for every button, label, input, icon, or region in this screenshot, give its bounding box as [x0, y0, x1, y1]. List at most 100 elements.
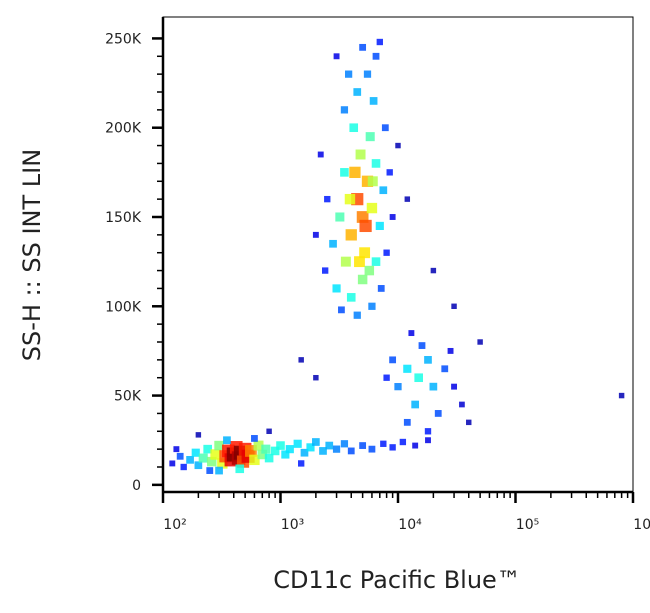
density-point — [425, 437, 431, 444]
density-point — [359, 442, 367, 449]
density-point — [300, 448, 309, 457]
density-point — [173, 446, 180, 453]
density-point — [340, 256, 351, 267]
density-point — [389, 214, 396, 220]
density-point — [338, 306, 345, 314]
y-tick-label: 250K — [105, 31, 142, 47]
density-point — [356, 211, 369, 223]
density-point — [251, 435, 258, 442]
density-point — [353, 311, 361, 319]
density-point — [340, 106, 349, 114]
x-tick-label: 10² — [163, 517, 186, 533]
density-point — [281, 450, 290, 459]
density-point — [408, 330, 415, 337]
density-point — [319, 447, 327, 455]
density-point — [404, 196, 411, 202]
density-point — [379, 186, 388, 195]
density-point — [389, 444, 396, 451]
x-tick-label: 10⁵ — [516, 517, 539, 533]
density-point — [618, 392, 625, 399]
density-point — [368, 445, 376, 453]
density-point — [210, 449, 221, 460]
density-point — [312, 231, 319, 238]
density-point — [371, 257, 381, 266]
density-point — [399, 438, 407, 446]
density-point — [451, 383, 458, 390]
density-point — [383, 374, 390, 381]
density-point — [357, 274, 368, 285]
density-point — [395, 142, 401, 149]
density-point — [367, 176, 378, 187]
density-point — [353, 88, 362, 96]
density-point — [235, 464, 245, 474]
density-point — [223, 436, 231, 445]
density-point — [345, 229, 357, 241]
density-point — [325, 441, 334, 450]
plot-frame — [162, 16, 634, 493]
density-point — [298, 460, 305, 467]
density-point — [340, 168, 349, 177]
density-point — [285, 445, 294, 454]
density-point — [332, 445, 341, 453]
y-tick-label: 0 — [132, 478, 141, 494]
density-point — [477, 339, 483, 345]
density-point — [329, 239, 337, 248]
density-point — [266, 428, 272, 435]
y-tick-label: 100K — [105, 299, 142, 315]
density-point — [447, 347, 454, 354]
density-point — [198, 453, 208, 463]
density-point — [441, 365, 449, 373]
density-point — [293, 439, 302, 448]
density-point — [333, 53, 340, 60]
density-point — [361, 175, 374, 187]
density-point — [394, 383, 402, 391]
density-point — [194, 461, 203, 470]
density-point — [335, 212, 345, 222]
density-point — [186, 456, 194, 464]
density-point — [169, 460, 176, 467]
density-point — [321, 267, 329, 274]
x-tick-label: 10⁴ — [398, 517, 422, 533]
density-point — [347, 447, 355, 455]
density-point — [411, 400, 420, 409]
density-point — [180, 463, 187, 471]
density-point — [389, 356, 397, 364]
density-point — [412, 442, 419, 449]
density-point — [203, 444, 212, 454]
density-point — [261, 444, 271, 454]
density-point — [466, 419, 472, 426]
density-point — [459, 401, 465, 408]
density-point — [375, 221, 384, 231]
density-point — [359, 219, 372, 233]
density-point — [349, 166, 361, 179]
density-point — [434, 410, 442, 417]
density-point — [355, 149, 366, 160]
density-point — [217, 458, 228, 469]
density-point — [207, 456, 217, 467]
density-point — [317, 151, 324, 158]
density-point — [306, 443, 315, 452]
density-point — [214, 440, 224, 451]
density-point — [414, 373, 423, 383]
y-tick-label: 200K — [105, 121, 142, 137]
density-point — [383, 249, 390, 256]
y-tick-label: 50K — [114, 389, 142, 405]
density-point — [324, 195, 331, 203]
density-point — [349, 123, 359, 133]
x-axis-label: CD11c Pacific Blue™ — [273, 566, 521, 594]
x-tick-label: 10³ — [281, 517, 304, 533]
density-point — [253, 440, 264, 451]
density-point — [376, 38, 383, 46]
density-point — [377, 285, 385, 292]
density-point — [418, 342, 426, 349]
density-point — [270, 446, 280, 456]
density-point — [206, 467, 214, 474]
density-point — [245, 445, 257, 457]
y-axis-label: SS-H :: SS INT LIN — [18, 149, 46, 361]
density-point — [313, 374, 319, 381]
density-point — [430, 267, 437, 274]
density-point — [429, 382, 438, 391]
density-point — [371, 159, 381, 168]
density-point — [451, 303, 457, 310]
density-point — [369, 97, 378, 105]
